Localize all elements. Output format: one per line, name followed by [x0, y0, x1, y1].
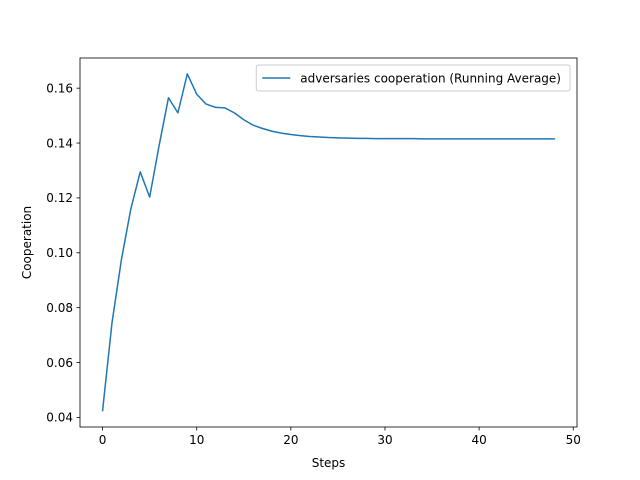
y-tick-label: 0.10 — [46, 246, 73, 260]
series-line-0 — [101, 73, 556, 412]
y-axis-ticks: 0.04 0.06 0.08 0.10 0.12 0.14 0.16 — [46, 81, 80, 425]
series-layer — [101, 73, 556, 412]
y-tick-label: 0.08 — [46, 301, 73, 315]
x-tick-label: 20 — [283, 433, 298, 447]
y-tick-label: 0.14 — [46, 136, 73, 150]
x-tick-label: 30 — [377, 433, 392, 447]
y-axis-label: Cooperation — [20, 206, 34, 279]
x-axis-label: Steps — [312, 456, 346, 470]
y-tick-label: 0.12 — [46, 191, 73, 205]
x-tick-label: 50 — [566, 433, 581, 447]
legend: adversaries cooperation (Running Average… — [255, 64, 571, 92]
y-tick-label: 0.06 — [46, 356, 73, 370]
x-tick-label: 0 — [99, 433, 107, 447]
x-tick-label: 10 — [189, 433, 204, 447]
y-tick-label: 0.04 — [46, 411, 73, 425]
x-axis-ticks: 0 10 20 30 40 50 — [99, 427, 581, 447]
y-tick-label: 0.16 — [46, 81, 73, 95]
x-tick-label: 40 — [471, 433, 486, 447]
legend-entry-label: adversaries cooperation (Running Average… — [300, 72, 561, 86]
legend-box — [255, 64, 571, 92]
plot-area — [80, 58, 577, 427]
plot-frame — [79, 57, 578, 428]
